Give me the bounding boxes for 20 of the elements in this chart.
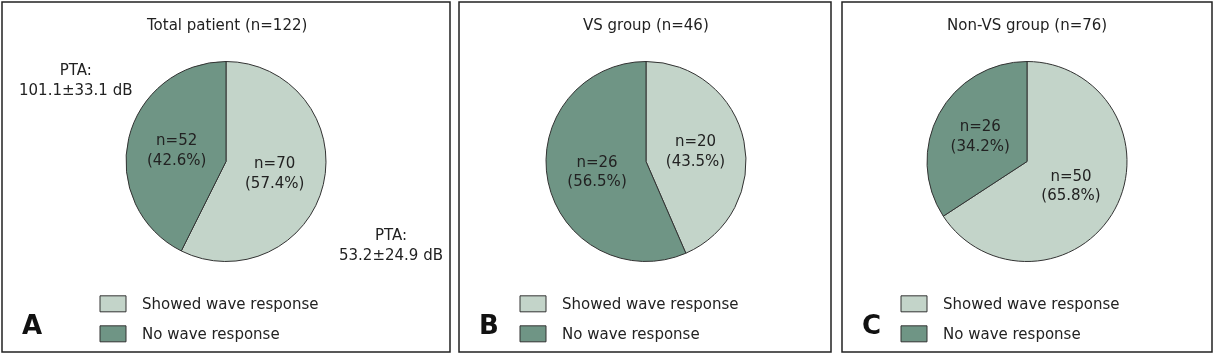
legend-label: No wave response [943, 325, 1081, 343]
data-label: n=50 (65.8%) [1041, 166, 1101, 205]
data-label: n=70 (57.4%) [244, 154, 305, 192]
text: C [862, 310, 882, 340]
data-label: n=20 (43.5%) [665, 132, 726, 170]
text: PTA: 101.1±33.1 dB [19, 61, 133, 99]
text: A [22, 310, 43, 340]
text: B [479, 310, 499, 340]
data-label: n=52 (42.6%) [147, 131, 207, 169]
chart-title: Total patient (n=122) [146, 16, 308, 34]
chart-title: Non-VS group (n=76) [947, 16, 1108, 34]
legend-label: Showed wave response [142, 295, 319, 313]
legend-label: Showed wave response [943, 295, 1120, 313]
legend-label: Showed wave response [562, 295, 739, 313]
text: PTA: 53.2±24.9 dB [339, 226, 443, 264]
data-label: n=26 (56.5%) [567, 152, 627, 191]
legend-label: No wave response [142, 325, 280, 343]
chart-title: VS group (n=46) [583, 16, 709, 34]
data-label: n=26 (34.2%) [950, 117, 1010, 155]
legend-label: No wave response [562, 325, 700, 343]
